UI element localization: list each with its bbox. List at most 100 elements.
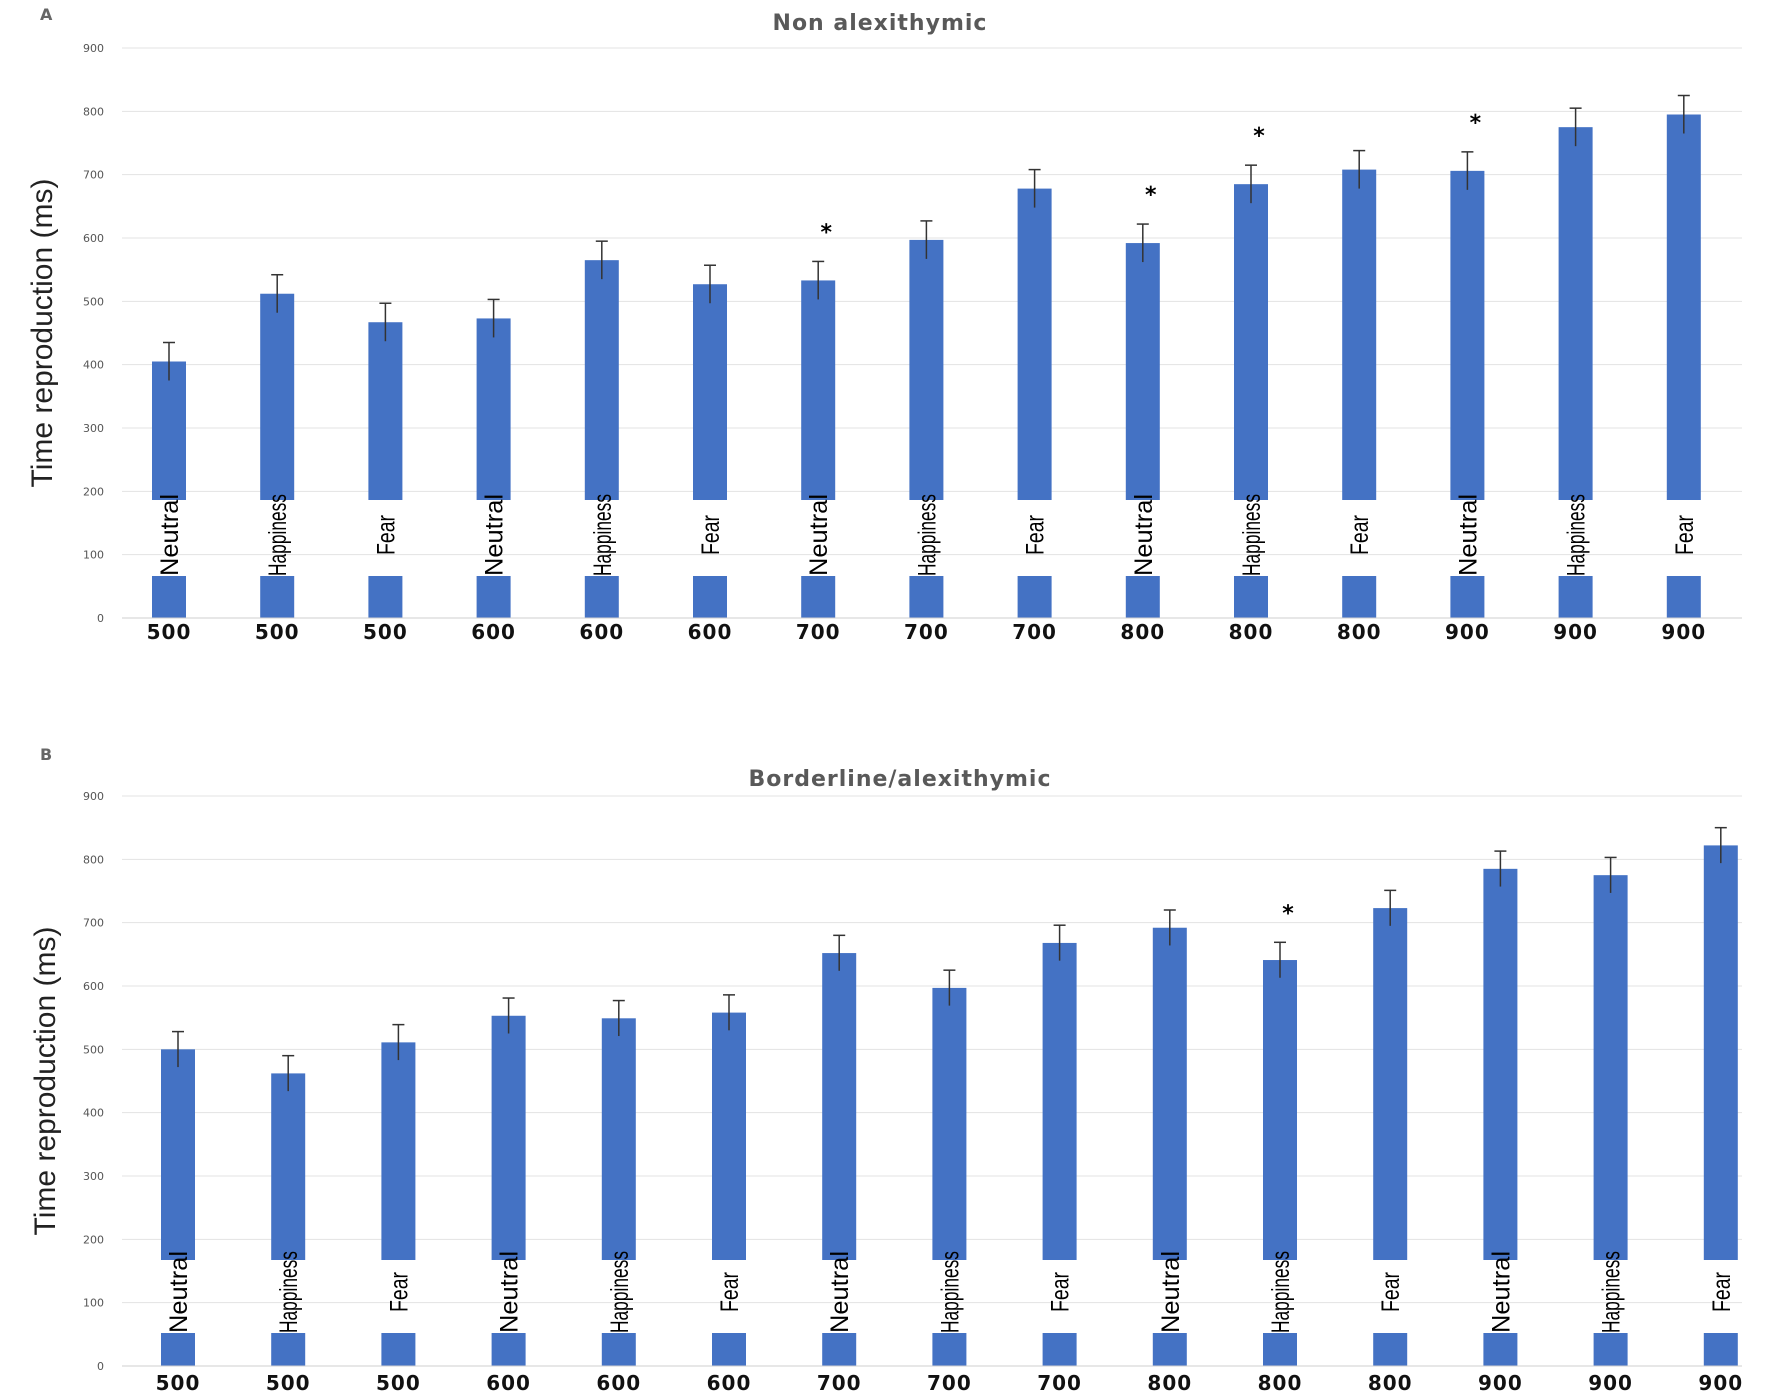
x-category-label: 700 <box>927 1371 972 1395</box>
x-category-label: 600 <box>579 620 624 644</box>
y-tick-label: 800 <box>83 105 104 118</box>
bar-base <box>1703 1333 1738 1366</box>
bar-emotion-label: Happiness <box>1267 1251 1295 1333</box>
bar-emotion-label: Fear <box>1022 515 1050 555</box>
y-tick-label: 400 <box>83 359 104 372</box>
y-tick-label: 500 <box>83 295 104 308</box>
significance-star: * <box>1470 111 1482 136</box>
bar-emotion-label: Happiness <box>1563 494 1591 576</box>
y-tick-label: 100 <box>83 549 104 562</box>
x-category-label: 700 <box>1037 1371 1082 1395</box>
bar <box>1373 908 1408 1260</box>
bar-base <box>476 576 511 618</box>
x-category-label: 600 <box>707 1371 752 1395</box>
y-tick-label: 700 <box>83 169 104 182</box>
bar-base <box>801 576 836 618</box>
bar-emotion-label: Neutral <box>156 494 184 576</box>
bar <box>1703 845 1738 1260</box>
bar <box>491 1015 526 1260</box>
y-tick-label: 600 <box>83 980 104 993</box>
bar-base <box>381 1333 416 1366</box>
y-tick-label: 300 <box>83 422 104 435</box>
bar-emotion-label: Neutral <box>481 494 509 576</box>
bar <box>584 260 619 500</box>
x-category-label: 500 <box>147 620 192 644</box>
bar-emotion-label: Neutral <box>1130 494 1158 576</box>
bar <box>1042 942 1077 1260</box>
bar-emotion-label: Fear <box>1708 1272 1736 1312</box>
x-category-label: 900 <box>1478 1371 1523 1395</box>
x-category-label: 800 <box>1368 1371 1413 1395</box>
x-category-label: 600 <box>471 620 516 644</box>
y-tick-label: 800 <box>83 853 104 866</box>
bar <box>152 361 186 500</box>
y-tick-label: 700 <box>83 917 104 930</box>
bar <box>693 284 727 500</box>
bar-emotion-label: Happiness <box>606 1251 634 1333</box>
significance-star: * <box>1253 124 1265 149</box>
x-category-label: 500 <box>255 620 300 644</box>
y-tick-label: 200 <box>83 485 104 498</box>
bar-emotion-label: Neutral <box>1157 1251 1185 1333</box>
x-category-label: 700 <box>1012 620 1057 644</box>
x-category-label: 600 <box>596 1371 641 1395</box>
bar <box>1234 184 1268 500</box>
x-category-label: 500 <box>363 620 408 644</box>
bar <box>1263 960 1297 1260</box>
bar-base <box>712 1333 746 1366</box>
bar-base <box>368 576 403 618</box>
bar <box>712 1012 746 1260</box>
x-category-label: 900 <box>1553 620 1598 644</box>
x-category-label: 800 <box>1120 620 1165 644</box>
bar <box>1483 868 1518 1260</box>
bar-emotion-label: Fear <box>716 1272 744 1312</box>
bar-emotion-label: Fear <box>1671 515 1699 555</box>
bar-base <box>693 576 727 618</box>
y-axis-label: Time reproduction (ms) <box>26 179 59 488</box>
bar <box>368 322 403 500</box>
bar <box>1342 169 1377 500</box>
bar-base <box>1666 576 1701 618</box>
significance-star: * <box>1282 901 1294 926</box>
bar-emotion-label: Happiness <box>589 494 617 576</box>
bar-base <box>152 576 186 618</box>
bar-base <box>822 1333 857 1366</box>
bar <box>476 318 511 500</box>
x-category-label: 500 <box>376 1371 421 1395</box>
y-tick-label: 900 <box>83 42 104 55</box>
bar-emotion-label: Neutral <box>805 494 833 576</box>
y-tick-label: 900 <box>83 790 104 803</box>
bar-base <box>161 1333 195 1366</box>
y-axis-label: Time reproduction (ms) <box>29 927 62 1236</box>
bar-emotion-label: Happiness <box>913 494 941 576</box>
bar-base <box>1373 1333 1408 1366</box>
y-tick-label: 200 <box>83 1233 104 1246</box>
bar-base <box>1342 576 1377 618</box>
y-tick-label: 500 <box>83 1043 104 1056</box>
bar-base <box>909 576 944 618</box>
bar <box>1666 114 1701 500</box>
x-category-label: 800 <box>1258 1371 1303 1395</box>
bar <box>1125 243 1160 501</box>
chart-panel-a: A Non alexithymic 0 100 200 300 400 500 600 700 80… <box>26 5 1742 644</box>
x-category-label: 500 <box>266 1371 311 1395</box>
bar-emotion-label: Fear <box>1047 1272 1075 1312</box>
bar <box>822 953 857 1260</box>
bar <box>271 1073 306 1260</box>
x-category-label: 500 <box>156 1371 201 1395</box>
bar-base <box>1483 1333 1518 1366</box>
bar-base <box>1234 576 1268 618</box>
bar-base <box>1152 1333 1187 1366</box>
bar-base <box>1558 576 1593 618</box>
bar-emotion-label: Fear <box>697 515 725 555</box>
x-category-label: 900 <box>1588 1371 1633 1395</box>
x-category-label: 700 <box>796 620 841 644</box>
bar <box>909 239 944 500</box>
bar-base <box>1450 576 1485 618</box>
bar-emotion-label: Neutral <box>165 1251 193 1333</box>
x-category-label: 800 <box>1147 1371 1192 1395</box>
x-category-label: 800 <box>1337 620 1382 644</box>
bar-base <box>260 576 295 618</box>
bar-emotion-label: Fear <box>1377 1272 1405 1312</box>
